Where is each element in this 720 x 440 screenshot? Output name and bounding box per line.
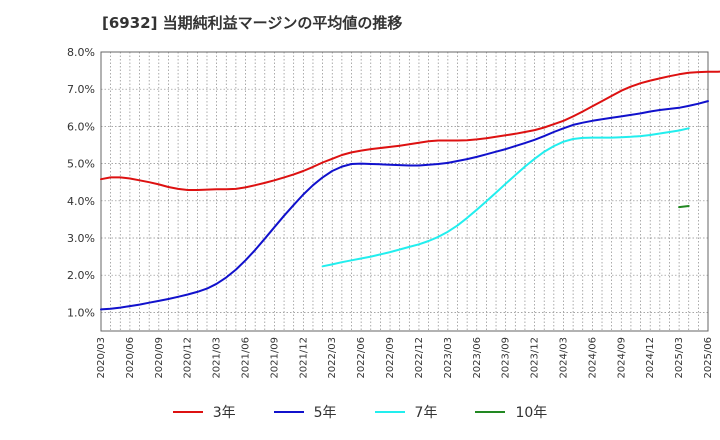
x-tick-label: 2022/06	[356, 337, 367, 379]
x-tick-label: 2020/03	[96, 337, 107, 379]
y-tick-label: 6.0%	[67, 120, 95, 133]
series-line	[321, 127, 690, 268]
legend-item: 7年	[374, 402, 438, 422]
x-tick-label: 2021/06	[241, 337, 252, 379]
y-tick-label: 1.0%	[67, 306, 95, 319]
legend-swatch	[273, 411, 304, 413]
x-tick-label: 2021/12	[298, 337, 309, 379]
x-tick-label: 2020/06	[125, 337, 136, 379]
x-tick-label: 2025/03	[674, 337, 685, 379]
series-line	[100, 70, 720, 191]
y-tick-label: 4.0%	[67, 195, 95, 208]
legend-label: 3年	[212, 405, 236, 421]
y-tick-label: 8.0%	[67, 46, 95, 59]
y-tick-label: 3.0%	[67, 232, 95, 245]
x-tick-label: 2021/09	[269, 337, 280, 379]
x-tick-label: 2025/06	[703, 337, 714, 379]
legend-label: 5年	[313, 405, 337, 421]
x-axis: 2020/03 2020/06 2020/09 2020/12 2021/03 2021/…	[96, 337, 714, 379]
chart-title: [6932] 当期純利益マージンの平均値の推移	[102, 14, 403, 32]
legend-swatch	[374, 411, 405, 413]
y-tick-label: 7.0%	[67, 83, 95, 96]
legend-item: 5年	[273, 402, 337, 422]
series-lines	[100, 70, 720, 311]
x-tick-label: 2024/03	[558, 337, 569, 379]
x-tick-label: 2022/12	[414, 337, 425, 379]
x-tick-label: 2024/06	[587, 337, 598, 379]
legend-item: 10年	[475, 402, 547, 422]
x-tick-label: 2023/03	[443, 337, 454, 379]
x-tick-label: 2023/09	[501, 337, 512, 379]
x-tick-label: 2024/12	[645, 337, 656, 379]
legend-swatch	[172, 411, 203, 413]
y-tick-label: 2.0%	[67, 269, 95, 282]
x-tick-label: 2023/12	[530, 337, 541, 379]
x-tick-label: 2022/03	[327, 337, 338, 379]
legend-label: 10年	[515, 405, 548, 421]
legend-label: 7年	[414, 405, 438, 421]
x-tick-label: 2020/12	[183, 337, 194, 379]
legend-swatch	[475, 411, 506, 413]
plot-frame	[100, 51, 709, 332]
series-line	[100, 100, 709, 311]
x-tick-label: 2021/03	[212, 337, 223, 379]
x-tick-label: 2024/09	[616, 337, 627, 379]
x-tick-label: 2020/09	[154, 337, 165, 379]
x-tick-label: 2023/06	[472, 337, 483, 379]
gridlines	[100, 51, 709, 331]
legend: 3年 5年 7年 10年	[0, 402, 720, 422]
x-tick-label: 2022/09	[385, 337, 396, 379]
legend-item: 3年	[172, 402, 236, 422]
y-tick-label: 5.0%	[67, 158, 95, 171]
y-axis: 1.0% 2.0% 3.0% 4.0% 5.0% 6.0% 7.0% 8.0%	[67, 46, 95, 319]
series-line	[678, 205, 690, 209]
